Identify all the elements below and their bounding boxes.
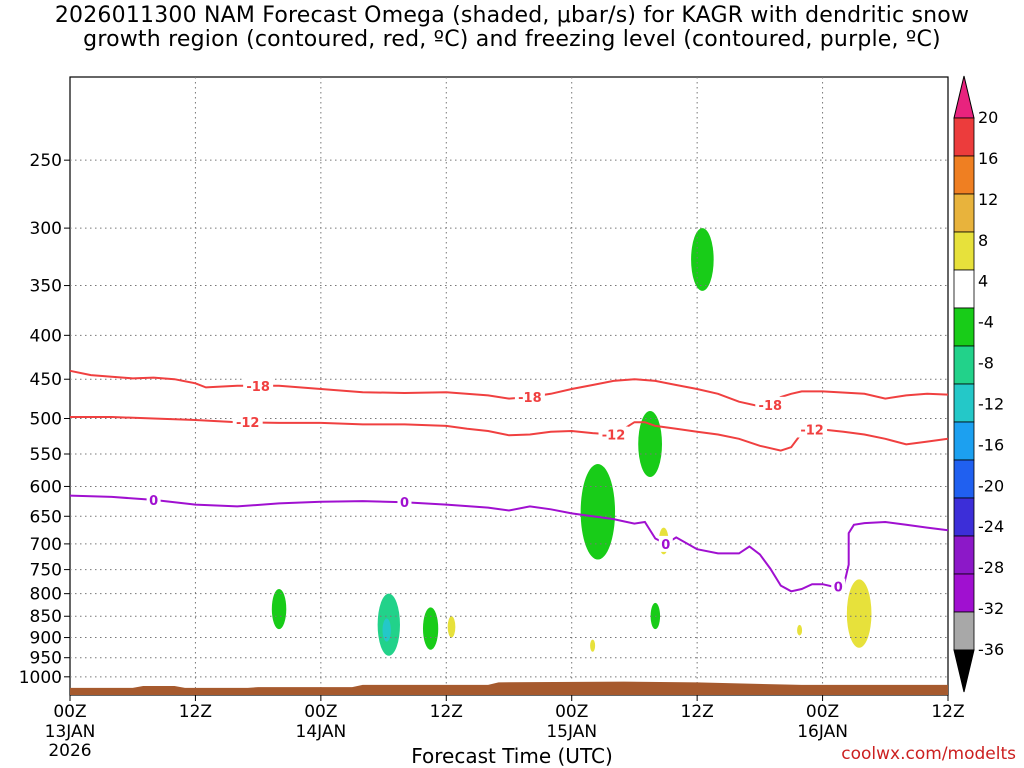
contour-label-bg-1-0 (232, 414, 263, 431)
x-axis-title: Forecast Time (UTC) (411, 744, 613, 768)
contour-label-1-1: -12 (602, 429, 626, 444)
contour-label-2-0: 0 (149, 494, 158, 509)
colorbar-label-11: -28 (978, 558, 1004, 577)
chart-title: 2026011300 NAM Forecast Omega (shaded, μ… (0, 4, 1024, 52)
colorbar-label-3: 8 (978, 231, 988, 250)
colorbar-swatch-5 (953, 307, 975, 347)
colorbar-label-2: 12 (978, 190, 998, 209)
omega-region-11 (797, 624, 803, 636)
credit-link[interactable]: coolwx.com/modelts (841, 744, 1016, 764)
x-tick-label-84: 12Z (931, 702, 964, 722)
y-tick-label-350: 350 (30, 277, 62, 297)
colorbar-label-1: 16 (978, 149, 998, 168)
contour-label-bg-2-3 (831, 578, 846, 595)
colorbar-label-0: 20 (978, 108, 998, 127)
x-tick-day-72: 16JAN (797, 722, 848, 742)
colorbar-swatch-10 (953, 497, 975, 537)
colorbar-swatch-6 (953, 345, 975, 385)
omega-region-0 (271, 588, 287, 630)
y-tick-label-900: 900 (30, 629, 62, 649)
contour-label-bg-0-1 (514, 389, 545, 406)
y-tick-label-1000: 1000 (19, 668, 62, 688)
x-tick-day-0: 13JAN (45, 722, 96, 742)
colorbar-swatch-12 (953, 573, 975, 613)
chart-title-line2: growth region (contoured, red, ºC) and f… (83, 27, 941, 52)
y-tick-label-950: 950 (30, 649, 62, 669)
colorbar-swatch-4 (953, 269, 975, 309)
colorbar-swatch-13 (953, 611, 975, 651)
colorbar-swatch-3 (953, 231, 975, 271)
y-tick-label-800: 800 (30, 585, 62, 605)
y-tick-label-600: 600 (30, 477, 62, 497)
contour-label-bg-0-0 (243, 377, 274, 394)
colorbar-label-6: -8 (978, 354, 994, 373)
omega-region-4 (447, 616, 456, 638)
chart-title-line1: 2026011300 NAM Forecast Omega (shaded, μ… (54, 3, 970, 28)
colorbar-top-arrow (953, 75, 975, 119)
colorbar-swatch-7 (953, 383, 975, 423)
colorbar-swatch-9 (953, 459, 975, 499)
colorbar-swatch-11 (953, 535, 975, 575)
contour-label-0-0: -18 (246, 380, 270, 395)
colorbar-label-9: -20 (978, 476, 1004, 495)
colorbar-label-4: 4 (978, 272, 988, 291)
y-tick-label-750: 750 (30, 561, 62, 581)
contour-line-2 (69, 494, 949, 593)
contour-label-1-2: -12 (800, 424, 824, 439)
y-tick-label-700: 700 (30, 535, 62, 555)
contour-label-bg-1-2 (797, 421, 828, 438)
x-tick-label-48: 00Z (555, 702, 588, 722)
colorbar-label-7: -12 (978, 394, 1004, 413)
x-tick-day-24: 14JAN (296, 722, 347, 742)
colorbar-swatch-1 (953, 155, 975, 195)
omega-region-10 (590, 639, 596, 652)
omega-region-8 (691, 228, 714, 291)
omega-region-5 (580, 464, 616, 560)
omega-region-2 (382, 618, 391, 642)
contour-line-0 (69, 369, 949, 408)
y-tick-label-250: 250 (30, 151, 62, 171)
colorbar-label-13: -36 (978, 640, 1004, 659)
contour-label-bg-2-1 (397, 494, 412, 511)
x-tick-label-36: 12Z (430, 702, 463, 722)
contour-label-0-1: -18 (518, 391, 542, 406)
x-tick-label-12: 12Z (179, 702, 212, 722)
omega-region-6 (638, 410, 662, 478)
omega-region-3 (422, 607, 439, 650)
contour-label-0-2: -18 (759, 399, 783, 414)
x-tick-year-0: 2026 (48, 741, 91, 761)
contour-label-1-0: -12 (236, 416, 260, 431)
contour-label-2-2: 0 (661, 538, 670, 553)
contour-label-bg-2-2 (658, 535, 673, 552)
x-tick-label-72: 00Z (806, 702, 839, 722)
colorbar-label-12: -32 (978, 599, 1004, 618)
x-tick-day-48: 15JAN (546, 722, 597, 742)
contour-label-bg-1-1 (598, 426, 629, 443)
x-tick-label-24: 00Z (304, 702, 337, 722)
contour-label-2-1: 0 (400, 496, 409, 511)
contour-label-bg-0-2 (755, 396, 786, 413)
omega-region-12 (846, 579, 872, 648)
x-tick-label-60: 12Z (681, 702, 714, 722)
y-tick-label-300: 300 (30, 219, 62, 239)
colorbar-label-8: -16 (978, 435, 1004, 454)
colorbar-bottom-arrow (953, 649, 975, 693)
colorbar-label-5: -4 (978, 313, 994, 332)
contour-label-2-3: 0 (834, 581, 843, 596)
x-tick-label-0: 00Z (53, 702, 86, 722)
y-tick-label-500: 500 (30, 409, 62, 429)
y-tick-label-450: 450 (30, 370, 62, 390)
y-tick-label-850: 850 (30, 607, 62, 627)
y-tick-label-550: 550 (30, 445, 62, 465)
colorbar-swatch-8 (953, 421, 975, 461)
colorbar-label-10: -24 (978, 517, 1004, 536)
terrain-surface (70, 681, 948, 695)
contour-label-bg-2-0 (146, 491, 161, 508)
colorbar-swatch-2 (953, 193, 975, 233)
colorbar-swatch-0 (953, 117, 975, 157)
y-tick-label-650: 650 (30, 507, 62, 527)
y-tick-label-400: 400 (30, 326, 62, 346)
